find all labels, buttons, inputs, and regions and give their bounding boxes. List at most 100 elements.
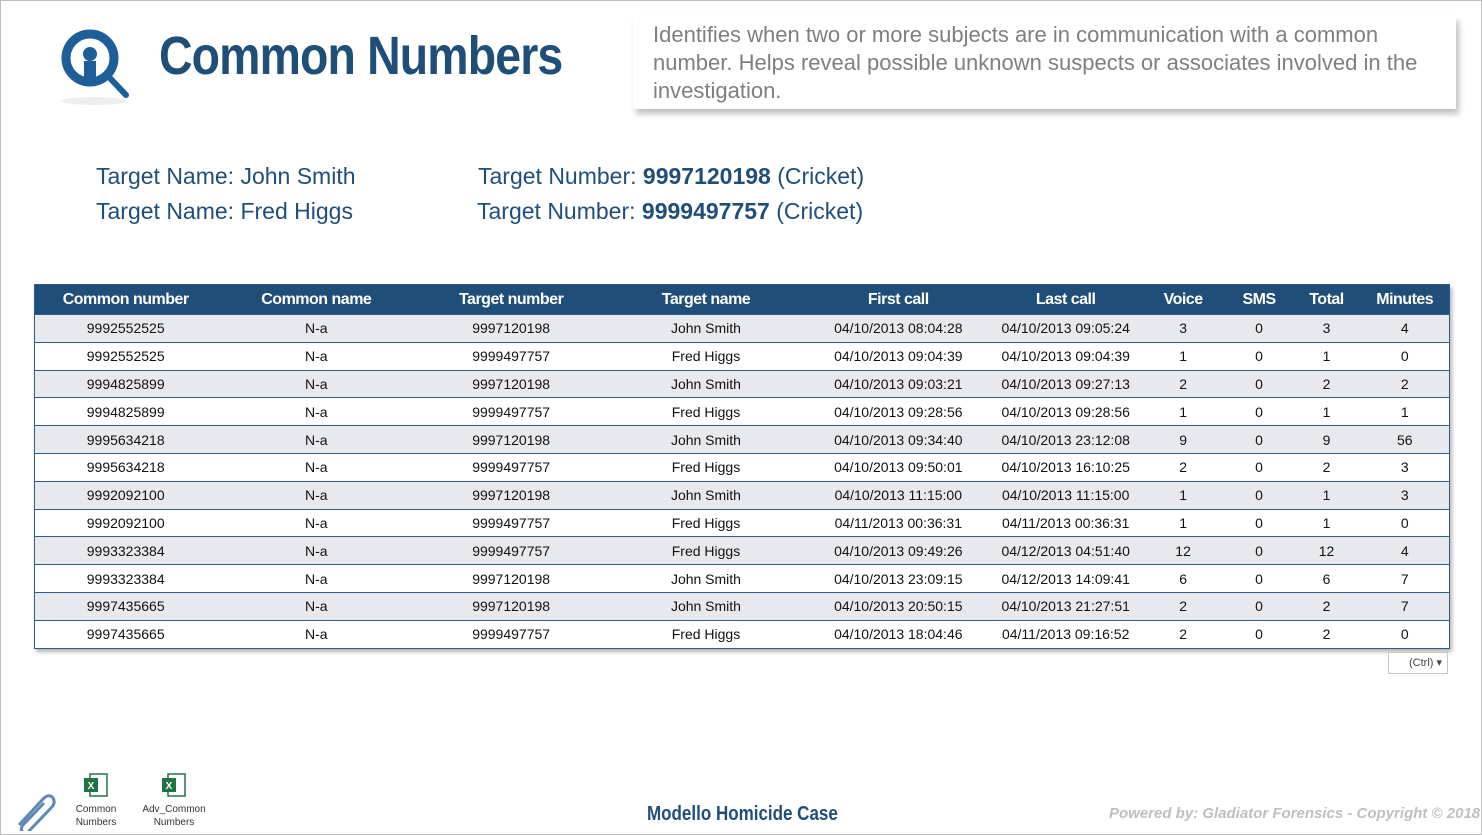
table-cell: John Smith (606, 480, 806, 510)
table-cell: N-a (216, 591, 417, 621)
column-header: Total (1292, 284, 1361, 315)
table-cell: Fred Higgs (606, 536, 806, 565)
table-cell: N-a (216, 536, 417, 565)
table-cell: 0 (1225, 508, 1293, 537)
table-cell: 0 (1225, 619, 1293, 649)
table-cell: 0 (1360, 619, 1450, 649)
table-cell: 9997435665 (34, 591, 217, 621)
excel-icon[interactable]: X (83, 772, 109, 798)
table-cell: 3 (1360, 452, 1450, 482)
column-header: Target name (606, 284, 806, 315)
table-cell: 04/10/2013 08:04:28 (805, 314, 991, 343)
table-cell: 3 (1140, 314, 1226, 343)
table-cell: 04/10/2013 11:15:00 (990, 480, 1141, 510)
table-cell: 0 (1225, 480, 1293, 510)
table-row: 9995634218 N-a 9997120198 John Smith 04/10/2… (34, 425, 1450, 454)
column-header: Voice (1140, 284, 1226, 315)
table-cell: 04/10/2013 20:50:15 (805, 591, 991, 621)
table-cell: Fred Higgs (606, 397, 806, 426)
table-cell: 04/10/2013 09:03:21 (805, 369, 991, 398)
table-cell: 0 (1225, 341, 1293, 371)
table-row: 9992092100 N-a 9997120198 John Smith 04/10/2… (34, 480, 1450, 510)
table-cell: 3 (1360, 480, 1450, 510)
table-cell: 9995634218 (34, 425, 217, 454)
table-cell: 1 (1140, 341, 1226, 371)
attachment-label[interactable]: Adv_Common Numbers (142, 804, 206, 828)
column-header: Target number (416, 284, 607, 315)
table-cell: 9995634218 (34, 452, 217, 482)
table-cell: 9997120198 (416, 480, 607, 510)
target-name-line: Target Name: John Smith (96, 163, 356, 190)
column-header: SMS (1225, 284, 1293, 315)
title: Common Numbers (159, 26, 563, 86)
table-cell: 04/11/2013 00:36:31 (990, 508, 1141, 537)
table-cell: 2 (1292, 369, 1361, 398)
table-row: 9997435665 N-a 9999497757 Fred Higgs 04/10/2… (34, 619, 1450, 649)
table-cell: John Smith (606, 425, 806, 454)
table-cell: 9999497757 (416, 397, 607, 426)
case-name: Modello Homicide Case (647, 803, 838, 825)
table-cell: N-a (216, 397, 417, 426)
table-cell: 04/10/2013 18:04:46 (805, 619, 991, 649)
target-number-line: Target Number: 9999497757 (Cricket) (477, 198, 863, 225)
table-cell: John Smith (606, 564, 806, 593)
table-cell: 4 (1360, 314, 1450, 343)
table-row: 9992552525 N-a 9999497757 Fred Higgs 04/10/2… (34, 341, 1450, 371)
table-cell: 1 (1292, 397, 1361, 426)
table-row: 9993323384 N-a 9999497757 Fred Higgs 04/10/2… (34, 536, 1450, 565)
table-row: 9992552525 N-a 9997120198 John Smith 04/10/2… (34, 314, 1450, 343)
table-cell: 1 (1140, 397, 1226, 426)
excel-icon[interactable]: X (161, 772, 187, 798)
table-cell: 0 (1360, 508, 1450, 537)
table-cell: 0 (1225, 314, 1293, 343)
table-cell: 04/10/2013 23:12:08 (990, 425, 1141, 454)
common-numbers-table: Common number Common name Target number Tar… (34, 284, 1450, 649)
table-cell: 04/12/2013 14:09:41 (990, 564, 1141, 593)
table-cell: 2 (1140, 369, 1226, 398)
table-cell: N-a (216, 619, 417, 649)
table-cell: 9992552525 (34, 314, 217, 343)
target-name-label: Target Name: (96, 198, 235, 224)
table-cell: 0 (1225, 369, 1293, 398)
table-cell: 9999497757 (416, 452, 607, 482)
paste-options-button[interactable]: (Ctrl) ▾ (1388, 652, 1448, 674)
table-cell: 04/10/2013 11:15:00 (805, 480, 991, 510)
table-cell: 9997435665 (34, 619, 217, 649)
table-cell: 04/10/2013 09:28:56 (990, 397, 1141, 426)
table-cell: 2 (1140, 619, 1226, 649)
table-cell: N-a (216, 508, 417, 537)
column-header: Last call (990, 284, 1141, 315)
table-cell: 1 (1292, 480, 1361, 510)
target-carrier: (Cricket) (777, 163, 865, 189)
table-cell: 9994825899 (34, 397, 217, 426)
table-cell: 9 (1292, 425, 1361, 454)
table-cell: 0 (1225, 591, 1293, 621)
table-row: 9997435665 N-a 9997120198 John Smith 04/10/2… (34, 591, 1450, 621)
table-cell: N-a (216, 425, 417, 454)
table-cell: 1 (1292, 341, 1361, 371)
table-cell: 0 (1225, 536, 1293, 565)
table-cell: 2 (1292, 619, 1361, 649)
table-cell: 12 (1292, 536, 1361, 565)
table-cell: N-a (216, 452, 417, 482)
logo-icon (61, 29, 129, 105)
table-row: 9994825899 N-a 9999497757 Fred Higgs 04/10/2… (34, 397, 1450, 426)
table-cell: 9992552525 (34, 341, 217, 371)
table-cell: 0 (1225, 452, 1293, 482)
target-number-label: Target Number: (478, 163, 637, 189)
table-row: 9993323384 N-a 9997120198 John Smith 04/10/2… (34, 564, 1450, 593)
table-cell: John Smith (606, 369, 806, 398)
table-cell: 9993323384 (34, 536, 217, 565)
attachment-label[interactable]: Common Numbers (75, 804, 117, 828)
table-cell: 0 (1225, 397, 1293, 426)
table-cell: 56 (1360, 425, 1450, 454)
table-cell: 4 (1360, 536, 1450, 565)
table-cell: Fred Higgs (606, 508, 806, 537)
table-cell: 9999497757 (416, 341, 607, 371)
table-cell: 2 (1292, 591, 1361, 621)
table-cell: 04/12/2013 04:51:40 (990, 536, 1141, 565)
table-cell: 0 (1360, 341, 1450, 371)
paperclip-icon (17, 794, 56, 831)
table-cell: 1 (1292, 508, 1361, 537)
table-cell: 9999497757 (416, 536, 607, 565)
